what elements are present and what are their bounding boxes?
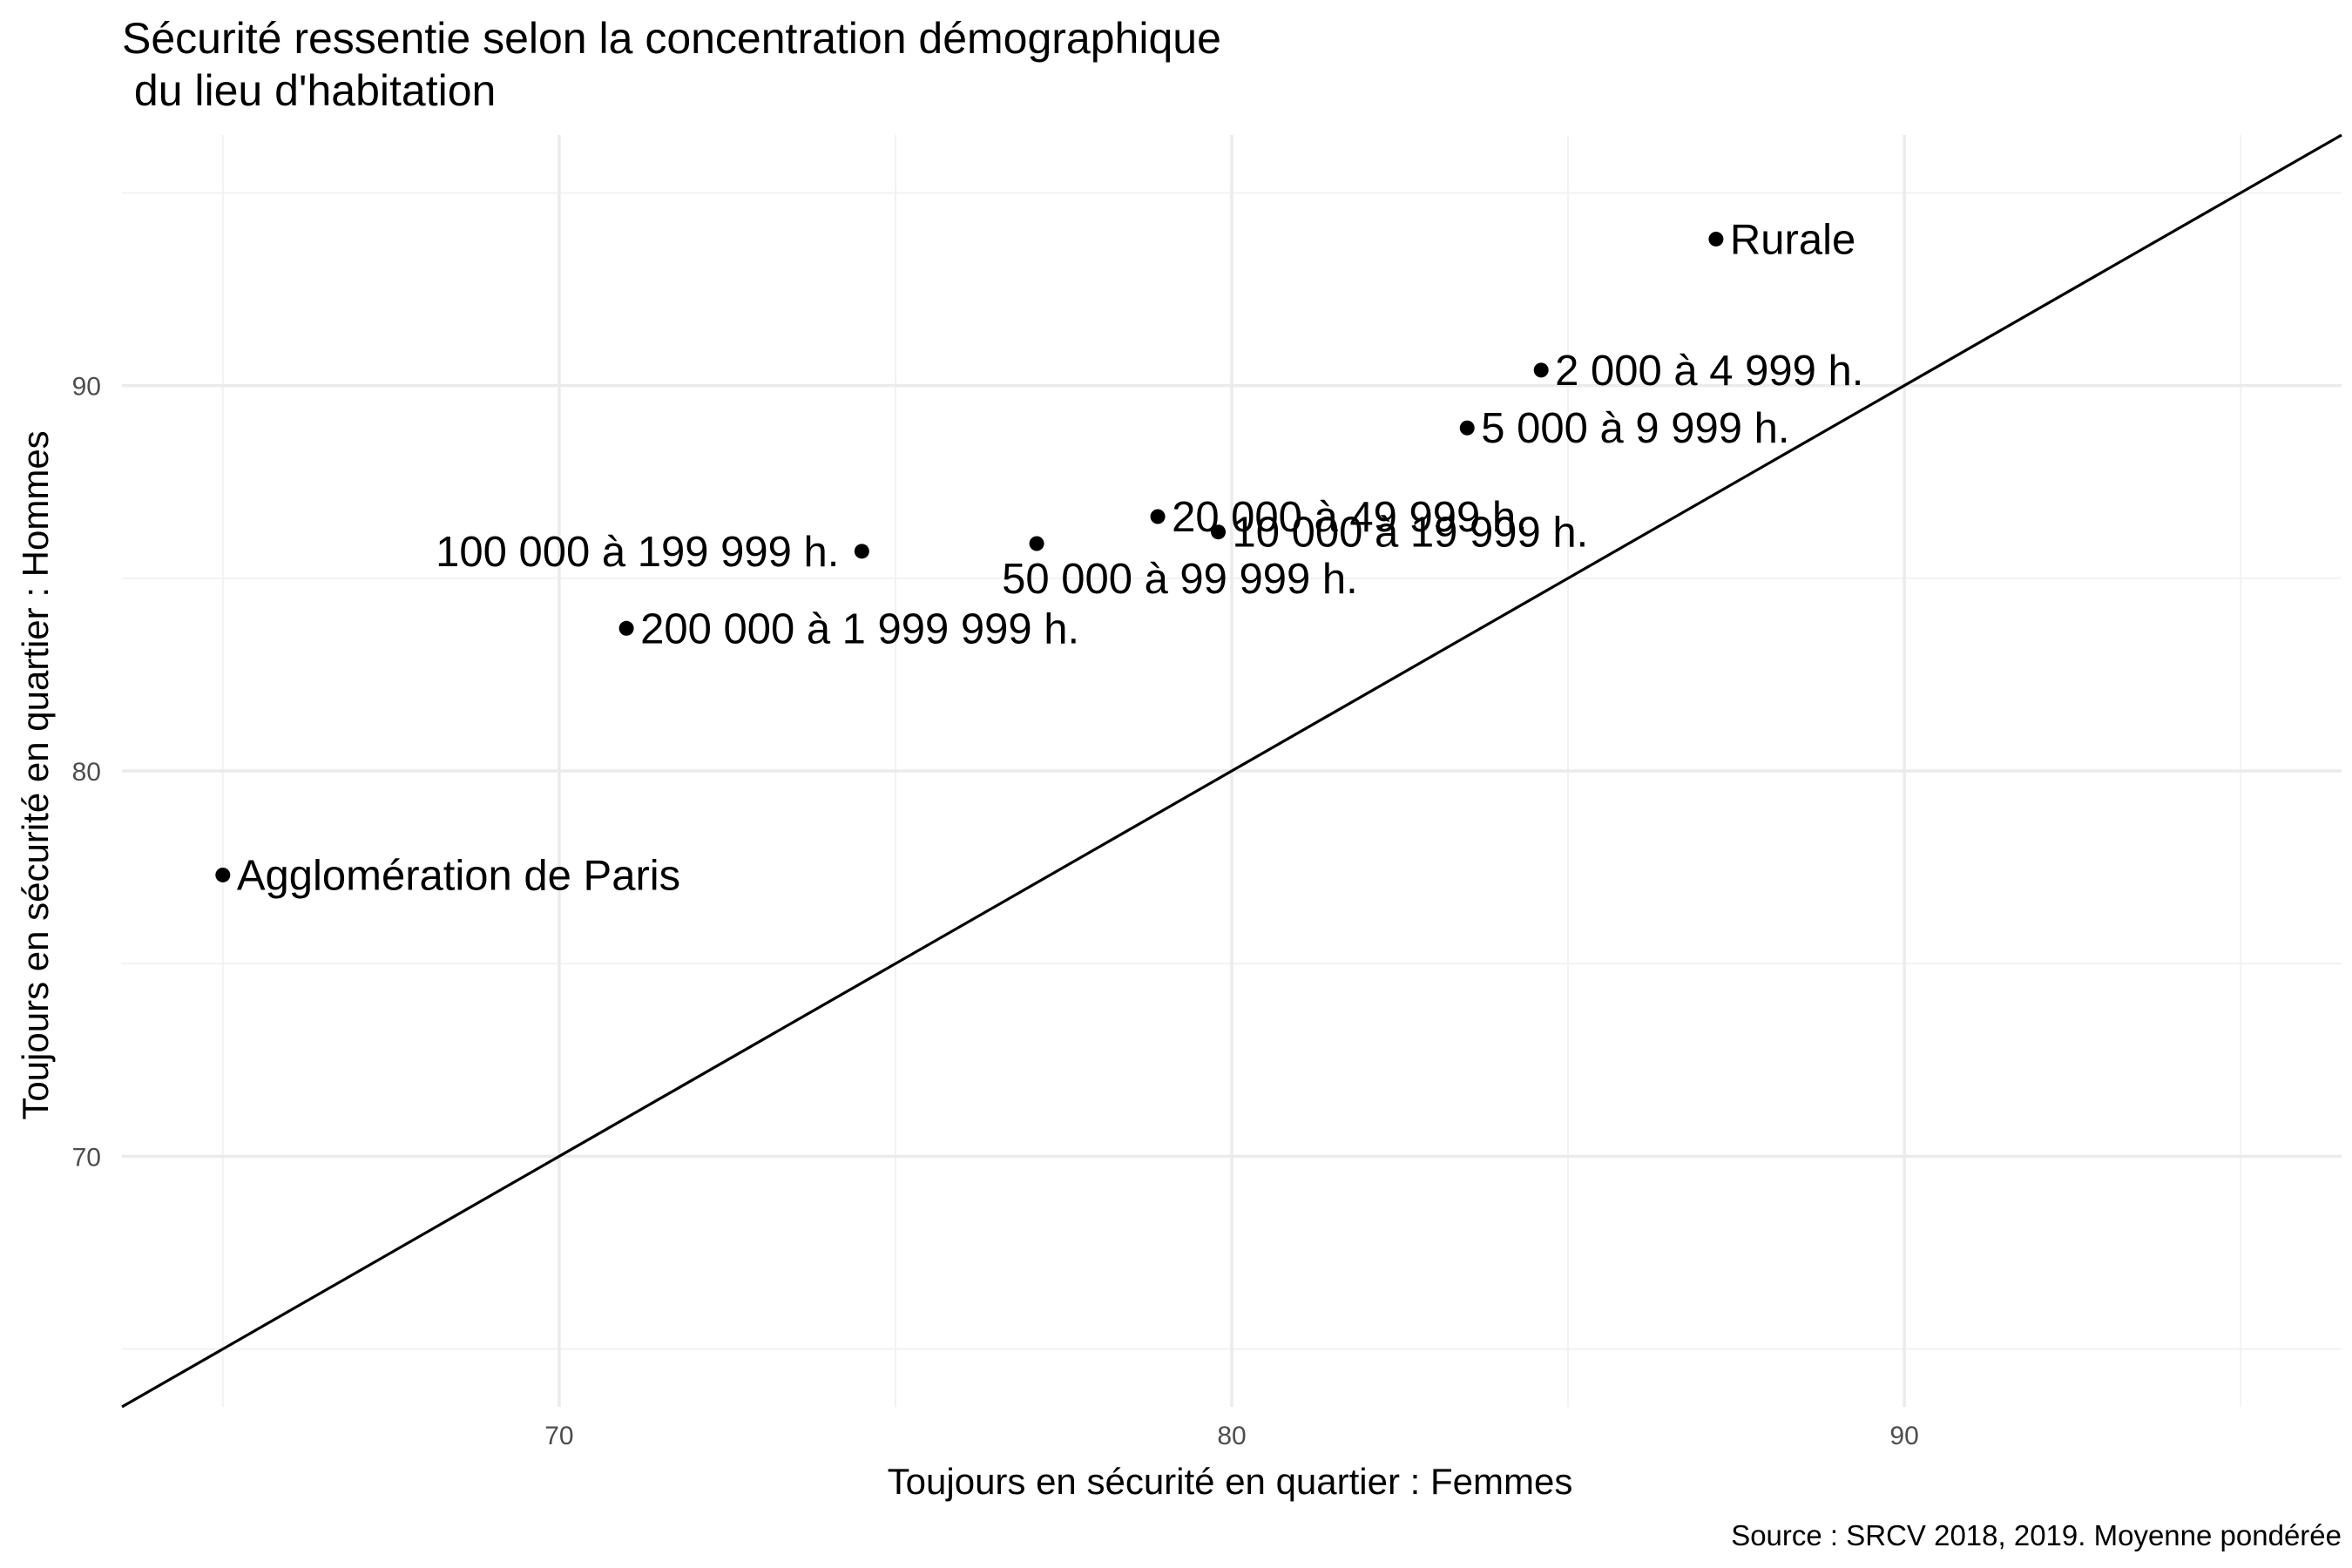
data-point [215, 867, 231, 882]
x-tick-label: 70 [544, 1422, 573, 1450]
x-tick-label: 80 [1217, 1422, 1246, 1450]
data-point [854, 544, 869, 559]
point-label: 10 000 à 19 999 h. [1233, 510, 1589, 557]
point-label: 200 000 à 1 999 999 h. [640, 605, 1079, 652]
y-tick-label: 90 [72, 373, 101, 402]
x-tick-label: 90 [1889, 1422, 1918, 1450]
y-axis-title: Toujours en sécurité en quartier : Homme… [15, 430, 56, 1119]
point-label: 100 000 à 199 999 h. [436, 529, 839, 576]
data-point [1708, 231, 1724, 247]
point-label: Rurale [1730, 216, 1855, 263]
source-caption: Source : SRCV 2018, 2019. Moyenne pondér… [1731, 1519, 2342, 1551]
point-label: Agglomération de Paris [237, 852, 680, 899]
data-point [1533, 362, 1549, 378]
reference-line-layer [121, 133, 2342, 1409]
points-layer: Rurale 2 000 à 4 999 h. 5 000 à 9 999 h. 20… [215, 216, 1863, 899]
data-point [1029, 536, 1044, 551]
x-axis-title: Toujours en sécurité en quartier : Femme… [888, 1461, 1573, 1502]
y-tick-label: 80 [72, 758, 101, 787]
point-label: 20 000 à 49 999 h. [1172, 494, 1528, 541]
data-point [618, 620, 634, 636]
point-label: 2 000 à 4 999 h. [1555, 348, 1863, 395]
reference-line [121, 133, 2342, 1409]
data-point [1150, 509, 1166, 524]
data-point [1211, 524, 1227, 540]
ticks-layer: 70 80 90 70 80 90 [72, 373, 1919, 1450]
y-tick-label: 70 [72, 1143, 101, 1172]
point-label: 5 000 à 9 999 h. [1481, 405, 1789, 452]
point-label: 50 000 à 99 999 h. [1002, 556, 1358, 603]
data-point [1459, 420, 1475, 436]
chart-title: Sécurité ressentie selon la concentratio… [122, 14, 1221, 115]
